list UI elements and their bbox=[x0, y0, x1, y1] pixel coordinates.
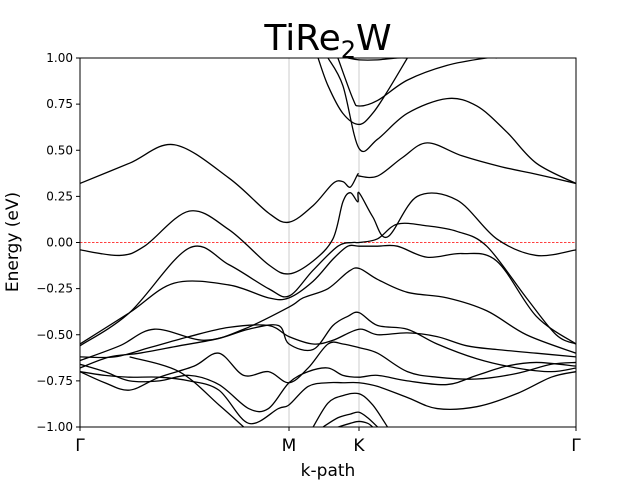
x-tick-label-2: K bbox=[353, 436, 365, 456]
chart-title-main: TiRe bbox=[263, 18, 340, 59]
y-tick-label-5: 0.25 bbox=[46, 189, 73, 203]
band-line-10 bbox=[80, 371, 576, 425]
band-line-9 bbox=[80, 361, 576, 413]
band-line-5 bbox=[80, 267, 576, 362]
y-tick-label-3: −0.25 bbox=[36, 282, 73, 296]
y-tick-label-0: −1.00 bbox=[36, 420, 73, 434]
band-line-7 bbox=[80, 311, 576, 373]
band-line-14 bbox=[129, 356, 245, 427]
chart-title-subscript: 2 bbox=[341, 36, 356, 64]
x-tick-label-1: M bbox=[282, 436, 297, 456]
plot-area: −1.00 −0.75 −0.50 −0.25 0.00 0.25 0.50 0.75 1.00… bbox=[36, 51, 581, 456]
band-line-12 bbox=[322, 411, 379, 427]
band-line-2 bbox=[80, 191, 576, 275]
y-tick-label-6: 0.50 bbox=[46, 143, 73, 157]
y-tick-label-1: −0.75 bbox=[36, 374, 73, 388]
band-line-8 bbox=[80, 341, 576, 391]
band-line-17 bbox=[337, 58, 497, 107]
band-line-18 bbox=[347, 58, 408, 61]
x-axis-label: k-path bbox=[301, 461, 356, 480]
y-tick-label-2: −0.50 bbox=[36, 328, 73, 342]
bands-group bbox=[80, 58, 576, 427]
band-line-11 bbox=[312, 392, 389, 427]
y-tick-label-8: 1.00 bbox=[46, 51, 73, 65]
band-line-3 bbox=[80, 222, 576, 347]
y-axis-label: Energy (eV) bbox=[3, 192, 23, 292]
y-tick-label-7: 0.75 bbox=[46, 97, 73, 111]
x-tick-label-3: Γ bbox=[571, 436, 581, 456]
y-tick-label-4: 0.00 bbox=[46, 236, 73, 250]
band-line-4 bbox=[80, 244, 576, 345]
chart-title-suffix: W bbox=[356, 18, 392, 59]
band-line-16 bbox=[327, 58, 576, 185]
x-tick-label-0: Γ bbox=[75, 436, 85, 456]
band-line-6 bbox=[80, 324, 576, 359]
chart-title: TiRe2W bbox=[263, 18, 391, 64]
band-line-1 bbox=[80, 142, 576, 224]
band-line-13 bbox=[337, 420, 374, 427]
band-line-15 bbox=[317, 58, 408, 126]
